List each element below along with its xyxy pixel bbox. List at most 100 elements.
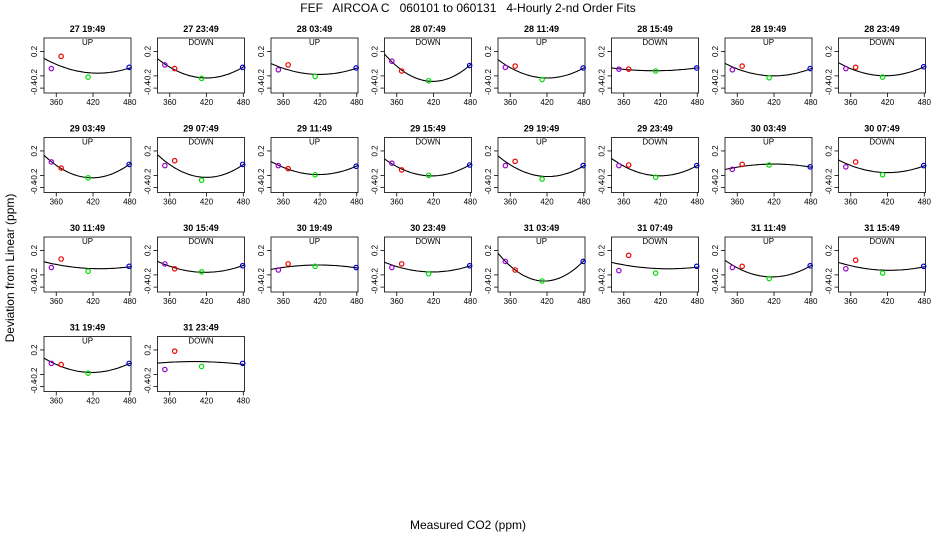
data-point [353,264,359,271]
panel-title: 28 03:49 [297,24,333,34]
panel-frame [497,37,586,94]
panel: 27 23:49 DOWN 360 420 480 -0.4-0.2 0.2 [144,24,251,107]
x-tick-label: 480 [804,198,818,207]
x-tick-label: 360 [844,98,858,107]
y-tick-label: -0.2 [371,68,380,82]
x-axis-label: Measured CO2 (ppm) [409,518,527,532]
data-point [879,74,886,80]
panel-title: 30 15:49 [183,223,219,233]
panel-title: 28 19:49 [751,24,787,34]
data-point [162,162,168,169]
fit-curve [838,261,926,271]
panel-title: 31 03:49 [524,223,560,233]
data-point [807,164,813,170]
fit-curve [157,154,245,178]
x-tick-label: 480 [691,297,705,306]
data-point [616,66,622,72]
panel-frame [611,37,699,94]
y-tick-label: 0.2 [30,45,39,57]
x-tick-label: 360 [731,198,745,207]
panel-direction: DOWN [415,237,441,246]
x-tick-label: 480 [237,198,251,207]
y-tick-label: 0.2 [144,344,153,356]
x-tick-label: 360 [277,297,291,306]
data-point [920,263,927,270]
data-point [739,63,745,69]
x-tick-label: 420 [767,297,781,306]
y-tick-label: -0.2 [144,367,153,381]
y-tick-label: -0.4 [30,180,39,194]
panel-direction: UP [763,38,774,47]
y-tick-label: 0.2 [371,145,380,157]
panel-title: 30 19:49 [297,223,333,233]
y-tick-label: -0.2 [30,68,39,82]
x-tick-label: 420 [200,198,214,207]
x-tick-label: 480 [804,297,818,306]
x-tick-label: 360 [277,98,291,107]
panel: 29 23:49 DOWN 360 420 480 -0.4-0.2 0.2 [598,124,705,207]
y-tick-label: -0.4 [484,280,493,294]
panel-direction: UP [763,138,774,147]
x-tick-label: 480 [577,98,591,107]
y-tick-label: 0.2 [371,244,380,256]
y-tick-label: -0.4 [598,81,607,95]
panel-title: 29 03:49 [70,124,106,134]
data-point [807,262,813,269]
data-point [693,162,700,169]
y-tick-label: -0.4 [144,180,153,194]
panel-title: 30 03:49 [751,124,787,134]
data-point [739,263,745,270]
y-tick-label: -0.2 [257,168,266,182]
x-tick-label: 360 [163,297,177,306]
x-tick-label: 480 [123,198,137,207]
data-point [239,360,246,367]
data-point [843,164,849,170]
x-tick-label: 420 [540,297,554,306]
y-tick-label: 0.2 [30,145,39,157]
data-point [58,53,64,60]
x-tick-label: 420 [654,198,668,207]
data-point [616,267,622,274]
y-tick-label: 0.2 [825,244,834,256]
data-point [285,165,291,172]
y-tick-label: 0.2 [144,244,153,256]
data-point [85,74,91,80]
fit-curve [157,58,245,79]
data-point [879,171,886,178]
x-tick-label: 480 [918,198,932,207]
x-tick-label: 420 [881,198,895,207]
panel-title: 28 11:49 [524,24,559,34]
y-tick-label: -0.4 [711,280,720,294]
x-tick-label: 480 [123,98,137,107]
panel-title: 29 11:49 [297,124,332,134]
y-tick-label: -0.2 [484,168,493,182]
panel-title: 31 19:49 [70,323,106,333]
panel: 30 11:49 UP 360 420 480 -0.4-0.2 0.2 [30,223,137,306]
y-tick-label: -0.4 [257,81,266,95]
x-tick-label: 360 [504,297,518,306]
fit-curve [384,261,472,273]
data-point [353,163,359,170]
data-point [843,65,849,72]
data-point [766,162,772,168]
x-tick-label: 420 [767,198,781,207]
y-tick-label: -0.4 [30,81,39,95]
panel-direction: DOWN [415,138,441,147]
data-point [425,270,432,277]
panel: 29 07:49 DOWN 360 420 480 -0.4-0.2 0.2 [144,124,251,207]
panel-direction: DOWN [642,38,668,47]
y-tick-label: 0.2 [598,145,607,157]
panel-direction: DOWN [869,237,895,246]
data-point [502,162,509,169]
y-tick-label: 0.2 [484,45,493,57]
data-point [398,261,405,267]
data-point [920,162,927,169]
y-tick-label: -0.4 [144,81,153,95]
x-tick-label: 420 [86,98,100,107]
panel-direction: UP [82,237,93,246]
x-tick-label: 360 [844,198,858,207]
x-tick-label: 420 [427,297,441,306]
y-tick-label: 0.2 [711,145,720,157]
x-tick-label: 420 [200,397,214,406]
